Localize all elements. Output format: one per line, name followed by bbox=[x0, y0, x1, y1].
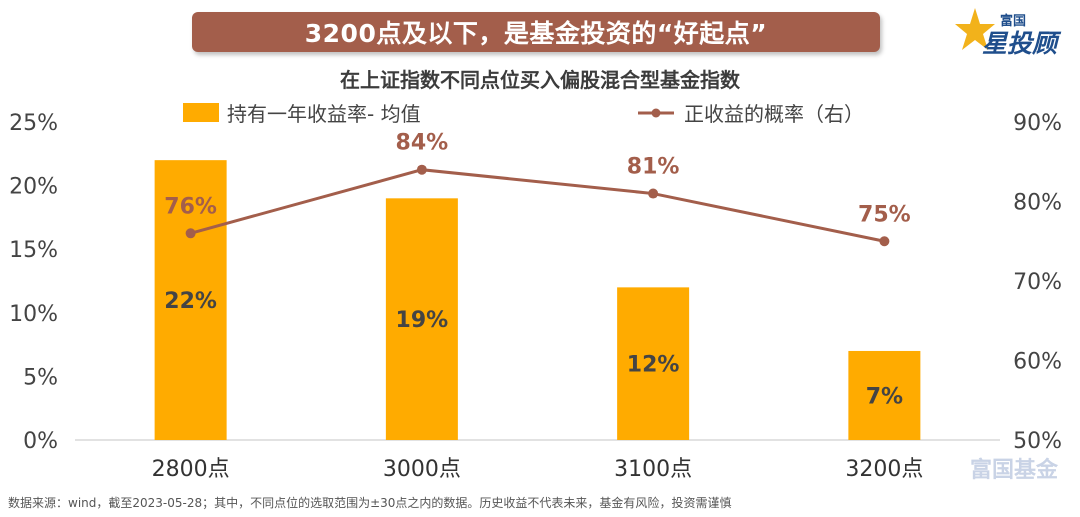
x-tick-label: 2800点 bbox=[152, 457, 230, 482]
legend-item-line: 正收益的概率（右） bbox=[636, 98, 864, 127]
y-right-tick-label: 60% bbox=[1013, 350, 1062, 375]
bar bbox=[154, 160, 227, 440]
legend-item-bar: 持有一年收益率- 均值 bbox=[183, 98, 421, 127]
star-icon bbox=[955, 8, 995, 50]
banner-text: 3200点及以下，是基金投资的“好起点” bbox=[304, 19, 768, 48]
y-right-tick-label: 50% bbox=[1013, 429, 1062, 454]
line-data-label: 76% bbox=[164, 194, 217, 219]
x-tick-label: 3200点 bbox=[845, 457, 923, 482]
line-series bbox=[190, 168, 885, 243]
x-tick-label: 3000点 bbox=[383, 457, 461, 482]
bar bbox=[385, 198, 458, 440]
y-left-tick-label: 15% bbox=[9, 238, 58, 263]
line-data-label: 75% bbox=[858, 202, 911, 227]
x-tick-label: 3100点 bbox=[614, 457, 692, 482]
y-left-tick-label: 25% bbox=[9, 111, 58, 136]
brand-logo: 富国 星投顾 bbox=[954, 6, 1066, 58]
y-right-tick-label: 70% bbox=[1013, 270, 1062, 295]
footnote: 数据来源：wind，截至2023-05-28；其中，不同点位的选取范围为±30点… bbox=[8, 496, 732, 510]
legend-line-swatch bbox=[638, 108, 674, 117]
logo-big-text: 星投顾 bbox=[982, 29, 1058, 58]
y-right-tick-label: 80% bbox=[1013, 191, 1062, 216]
line-point bbox=[185, 228, 196, 239]
watermark-text: 富国基金 bbox=[969, 458, 1058, 483]
title-banner: 3200点及以下，是基金投资的“好起点” bbox=[192, 12, 880, 52]
bar-data-label: 19% bbox=[396, 308, 449, 333]
legend-bar-label: 持有一年收益率- 均值 bbox=[227, 102, 421, 126]
line-point bbox=[648, 188, 659, 199]
bar-data-label: 7% bbox=[866, 384, 903, 409]
y-left-tick-label: 0% bbox=[23, 429, 58, 454]
chart-title: 在上证指数不同点位买入偏股混合型基金指数 bbox=[340, 68, 740, 92]
y-left-tick-label: 10% bbox=[9, 302, 58, 327]
bar-data-label: 12% bbox=[627, 353, 680, 378]
logo-small-text: 富国 bbox=[1000, 14, 1027, 29]
line-point bbox=[416, 164, 427, 175]
line-data-label: 81% bbox=[627, 155, 680, 180]
y-left-tick-label: 5% bbox=[23, 365, 58, 390]
legend-line-label: 正收益的概率（右） bbox=[684, 102, 864, 126]
bar-data-label: 22% bbox=[164, 289, 217, 314]
bar bbox=[848, 350, 921, 440]
line-data-label: 84% bbox=[396, 131, 449, 156]
y-right-tick-label: 90% bbox=[1013, 111, 1062, 136]
line-point bbox=[879, 236, 890, 247]
bar bbox=[617, 287, 690, 440]
legend-bar-swatch bbox=[183, 103, 219, 122]
y-left-tick-label: 20% bbox=[9, 175, 58, 200]
